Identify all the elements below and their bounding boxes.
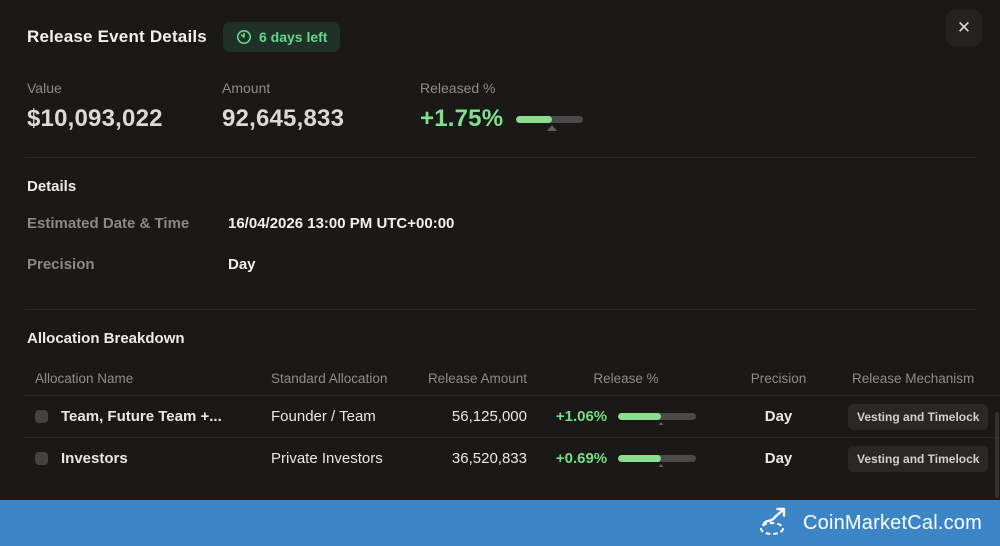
progress-marker-icon [656, 422, 667, 425]
close-button[interactable]: ✕ [946, 10, 982, 46]
release-amount: 36,520,833 [451, 450, 527, 467]
detail-value: Day [228, 256, 256, 273]
precision: Day [764, 408, 793, 425]
progress-marker-icon [656, 464, 667, 467]
column-header: Allocation Name [35, 370, 134, 386]
release-pct-text: +0.69% [555, 450, 608, 467]
precision: Day [764, 450, 793, 467]
stat-amount-text: $10,093,022 [27, 105, 163, 132]
allocation-name: Investors [61, 450, 128, 467]
divider [25, 157, 976, 158]
release-amount: 56,125,000 [451, 408, 527, 425]
allocation-name: Team, Future Team +... [61, 408, 222, 425]
released-pct-text: +1.75% [420, 105, 504, 132]
progress-marker-icon [547, 124, 558, 131]
release-mechanism-badge: Vesting and Timelock [848, 445, 989, 472]
divider [25, 309, 976, 310]
column-header: Release Mechanism [852, 370, 975, 386]
brand-text[interactable]: CoinMarketCal.com [802, 511, 982, 534]
detail-row-precision: Precision Day [27, 244, 1000, 285]
stat-released-pct: Released % +1.75% [420, 80, 584, 133]
brand-footer: CoinMarketCal.com [0, 500, 1000, 546]
column-header: Release Amount [427, 370, 527, 386]
page-title: Release Event Details [27, 27, 207, 46]
coinmarketcal-logo-icon [759, 506, 793, 541]
allocation-swatch-icon [35, 410, 48, 423]
allocation-swatch-icon [35, 452, 48, 465]
allocation-heading: Allocation Breakdown [27, 330, 185, 347]
column-header: Standard Allocation [271, 370, 388, 386]
stat-value: Value $10,093,022 [27, 80, 222, 133]
stat-amount-text: 92,645,833 [222, 105, 345, 132]
stats-row: Value $10,093,022 Amount 92,645,833 Rele… [0, 52, 1000, 133]
detail-label: Precision [27, 256, 95, 273]
modal-header: Release Event Details 6 days left [0, 0, 1000, 52]
allocation-table: Allocation Name Standard Allocation Rele… [24, 347, 1000, 479]
stat-label: Amount [222, 80, 271, 96]
detail-value: 16/04/2026 13:00 PM UTC+00:00 [228, 215, 455, 232]
release-mechanism-badge: Vesting and Timelock [848, 403, 989, 430]
countdown-badge: 6 days left [222, 22, 341, 52]
release-event-modal: Release Event Details 6 days left ✕ Valu… [0, 0, 1000, 498]
stat-label: Released % [420, 80, 496, 96]
clock-icon [236, 29, 252, 45]
table-row[interactable]: Team, Future Team +... Founder / Team 56… [24, 395, 1000, 437]
table-row[interactable]: Investors Private Investors 36,520,833 +… [24, 437, 1000, 479]
release-pct-text: +1.06% [555, 408, 608, 425]
release-progress-bar [618, 413, 697, 425]
table-header-row: Allocation Name Standard Allocation Rele… [24, 361, 1000, 395]
details-heading: Details [27, 178, 77, 195]
column-header: Release % [593, 370, 659, 386]
detail-row-date: Estimated Date & Time 16/04/2026 13:00 P… [27, 203, 1000, 244]
details-list: Estimated Date & Time 16/04/2026 13:00 P… [0, 195, 1000, 285]
detail-label: Estimated Date & Time [27, 215, 190, 232]
vertical-scrollbar[interactable] [995, 412, 999, 498]
column-header: Precision [750, 370, 807, 386]
standard-allocation: Private Investors [271, 450, 383, 467]
standard-allocation: Founder / Team [271, 408, 376, 425]
released-progress-bar [516, 115, 584, 131]
release-progress-bar [618, 455, 697, 467]
countdown-label: 6 days left [258, 29, 328, 45]
stat-label: Value [27, 80, 62, 96]
stat-amount: Amount 92,645,833 [222, 80, 420, 133]
